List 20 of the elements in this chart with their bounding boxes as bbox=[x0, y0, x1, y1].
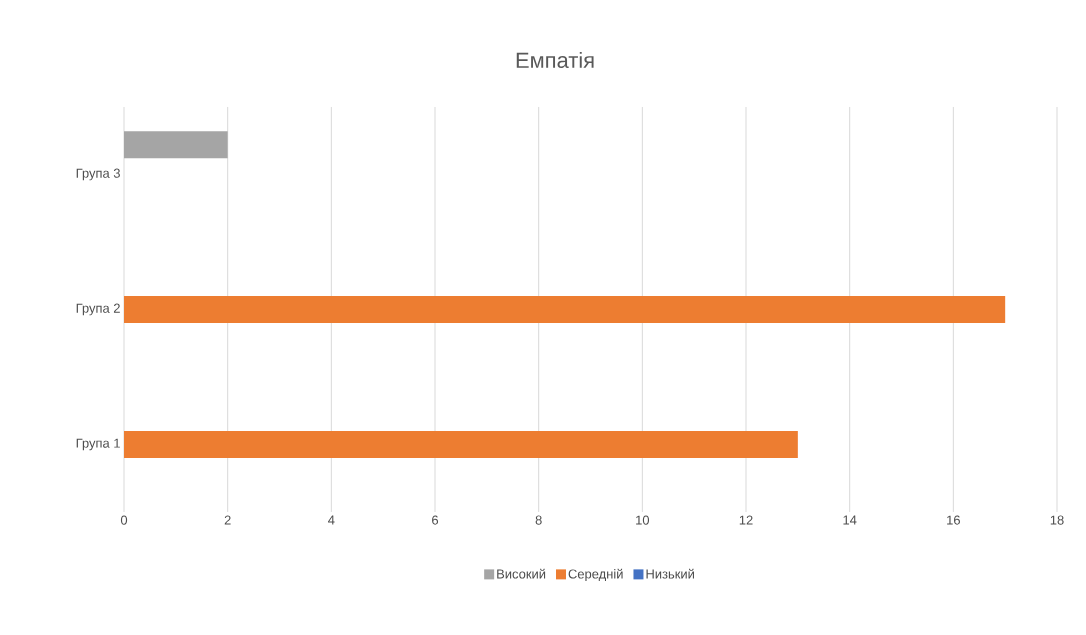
bar bbox=[124, 295, 1006, 323]
legend-label: Середній bbox=[568, 568, 623, 582]
x-tick-label: 10 bbox=[636, 515, 650, 525]
bar bbox=[124, 430, 798, 458]
x-tick-label: 12 bbox=[739, 515, 753, 525]
x-tick-label: 14 bbox=[843, 515, 857, 525]
x-tick-label: 2 bbox=[224, 515, 231, 525]
y-tick-label: Група 1 bbox=[76, 438, 120, 451]
x-tick-label: 0 bbox=[120, 515, 128, 525]
legend-label: Низький bbox=[646, 568, 694, 579]
y-tick-label: Група 2 bbox=[76, 303, 120, 316]
x-tick-label: 8 bbox=[535, 515, 542, 525]
legend-label: Високий bbox=[497, 568, 546, 579]
chart-title: Емпатія bbox=[516, 51, 594, 69]
x-tick-label: 6 bbox=[432, 515, 439, 525]
x-tick-label: 4 bbox=[328, 515, 335, 525]
bar bbox=[124, 131, 228, 159]
y-tick-label: Група 3 bbox=[76, 168, 120, 181]
x-tick-label: 18 bbox=[1050, 515, 1064, 525]
x-tick-label: 16 bbox=[947, 515, 960, 525]
